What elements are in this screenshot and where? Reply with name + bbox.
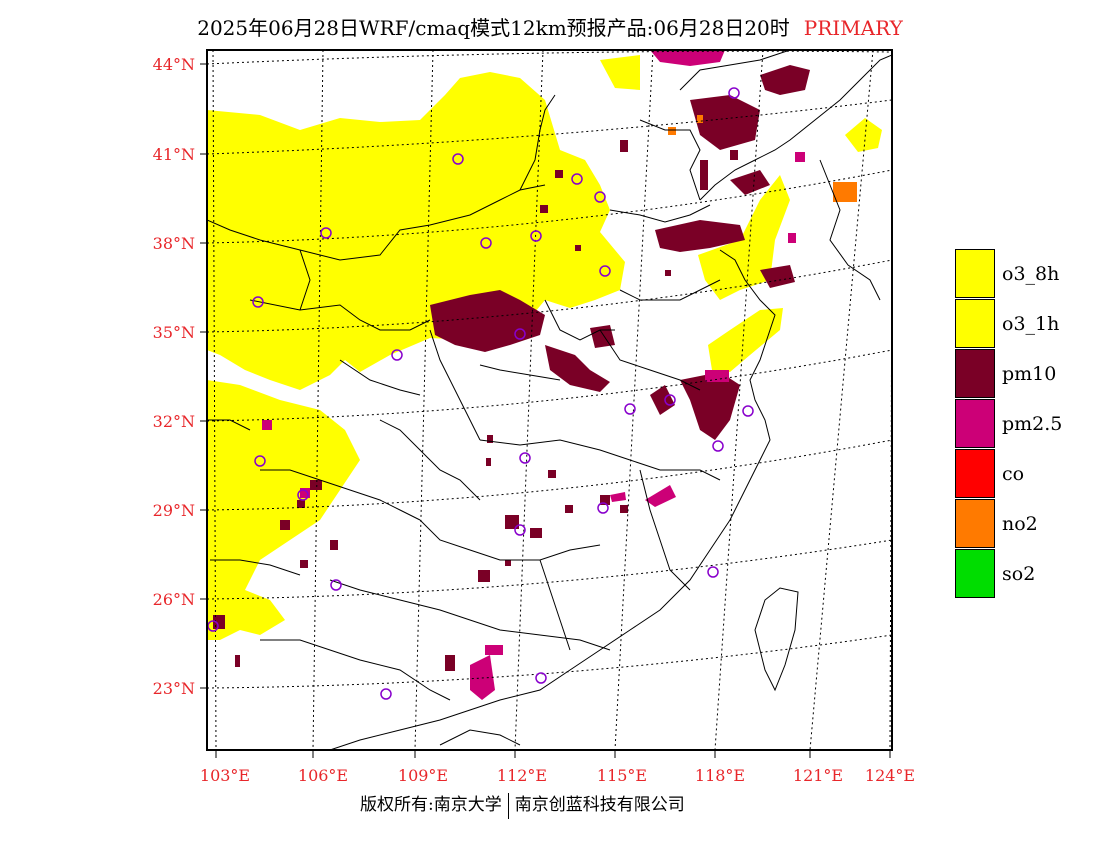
- legend-swatch: [955, 499, 995, 548]
- lon-label-109: 109°E: [398, 766, 448, 785]
- legend-swatch: [955, 349, 995, 398]
- legend-label: so2: [1002, 563, 1036, 585]
- boundaries: [207, 50, 791, 701]
- lon-label-115: 115°E: [597, 766, 647, 785]
- legend-swatch: [955, 549, 995, 598]
- lat-label-35: 35°N: [153, 323, 195, 342]
- legend-item-pm25: pm2.5: [955, 399, 1100, 449]
- copyright-footer: 版权所有:南京大学 南京创蓝科技有限公司: [360, 790, 685, 819]
- o3-areas: [207, 55, 882, 640]
- footer-left: 版权所有:南京大学: [360, 795, 502, 815]
- legend-label: o3_1h: [1002, 313, 1060, 335]
- legend-label: co: [1002, 463, 1025, 485]
- graticule: [207, 50, 892, 750]
- legend: o3_8h o3_1h pm10 pm2.5 co no2 so2: [955, 249, 1100, 599]
- legend-item-o3-8h: o3_8h: [955, 249, 1100, 299]
- lat-label-38: 38°N: [153, 234, 195, 253]
- map-area: [207, 50, 892, 750]
- legend-swatch: [955, 399, 995, 448]
- legend-item-no2: no2: [955, 499, 1100, 549]
- lon-label-112: 112°E: [497, 766, 547, 785]
- lat-axis: [200, 63, 207, 689]
- lon-label-106: 106°E: [298, 766, 348, 785]
- title-main: 2025年06月28日WRF/cmaq模式12km预报产品:06月28日20时: [197, 16, 790, 40]
- lat-label-32: 32°N: [153, 412, 195, 431]
- legend-label: o3_8h: [1002, 263, 1060, 285]
- coastline: [329, 54, 892, 750]
- map-frame: [206, 49, 893, 751]
- lon-label-121: 121°E: [793, 766, 843, 785]
- footer-right: 南京创蓝科技有限公司: [514, 795, 685, 815]
- lon-axis: [215, 750, 891, 758]
- legend-item-co: co: [955, 449, 1100, 499]
- lat-label-26: 26°N: [153, 590, 195, 609]
- legend-label: no2: [1002, 513, 1038, 535]
- lat-label-29: 29°N: [153, 501, 195, 520]
- lat-label-44: 44°N: [153, 55, 195, 74]
- lon-label-103: 103°E: [200, 766, 250, 785]
- lat-labels: 44°N 41°N 38°N 35°N 32°N 29°N 26°N 23°N: [153, 55, 195, 698]
- lon-label-124: 124°E: [865, 766, 915, 785]
- legend-item-pm10: pm10: [955, 349, 1100, 399]
- lon-labels: 103°E 106°E 109°E 112°E 115°E 118°E 121°…: [200, 766, 915, 785]
- no2-areas: [668, 115, 857, 202]
- legend-swatch: [955, 449, 995, 498]
- legend-swatch: [955, 299, 995, 348]
- legend-label: pm2.5: [1002, 413, 1063, 435]
- pm10-areas: [213, 65, 810, 671]
- lat-label-23: 23°N: [153, 679, 195, 698]
- station-markers: [207, 87, 754, 700]
- lon-label-118: 118°E: [695, 766, 745, 785]
- legend-item-so2: so2: [955, 549, 1100, 599]
- legend-label: pm10: [1002, 363, 1057, 385]
- legend-item-o3-1h: o3_1h: [955, 299, 1100, 349]
- title-tag: PRIMARY: [803, 16, 903, 40]
- legend-swatch: [955, 249, 995, 298]
- lat-label-41: 41°N: [153, 145, 195, 164]
- footer-separator: [507, 792, 509, 819]
- map-title: 2025年06月28日WRF/cmaq模式12km预报产品:06月28日20时 P…: [0, 12, 1100, 41]
